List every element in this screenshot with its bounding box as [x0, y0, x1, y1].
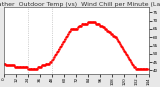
Title: Milwaukee Weather  Outdoor Temp (vs)  Wind Chill per Minute (Last 24 Hours): Milwaukee Weather Outdoor Temp (vs) Wind…: [0, 2, 160, 7]
